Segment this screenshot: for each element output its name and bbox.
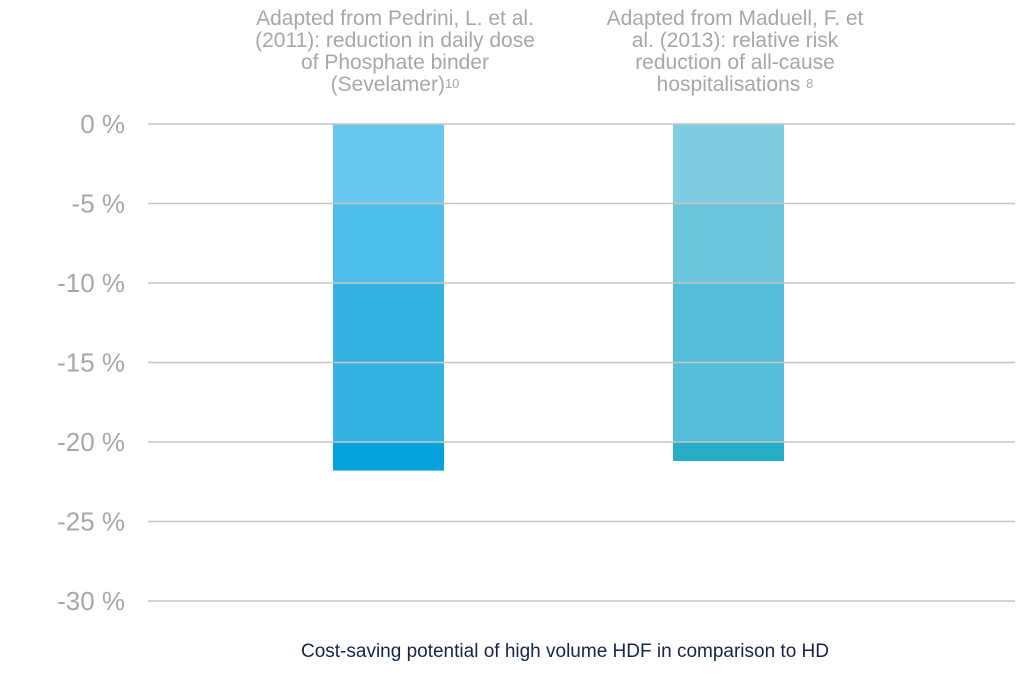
y-tick-label: -5 % [72, 189, 125, 219]
bar-2-segment [673, 203, 784, 283]
bar-annotation-1: Adapted from Pedrini, L. et al. (2011): … [255, 7, 535, 96]
y-tick-label: 0 % [80, 109, 125, 139]
bar-1-segment [333, 203, 444, 283]
bar-annotation-2: Adapted from Maduell, F. et al. (2013): … [606, 7, 864, 96]
y-tick-label: -20 % [57, 427, 125, 457]
x-axis-label: Cost-saving potential of high volume HDF… [300, 641, 829, 662]
bar-2-segment [673, 442, 784, 462]
y-tick-label: -30 % [57, 586, 125, 616]
reference-number: 10 [444, 76, 460, 91]
y-tick-label: -10 % [57, 268, 125, 298]
bar-1-segment [333, 124, 444, 204]
y-tick-label: -25 % [57, 507, 125, 537]
bar-1-segment [333, 442, 444, 471]
bar-2-segment [673, 124, 784, 204]
reference-number: 8 [806, 76, 814, 91]
y-tick-label: -15 % [57, 348, 125, 378]
